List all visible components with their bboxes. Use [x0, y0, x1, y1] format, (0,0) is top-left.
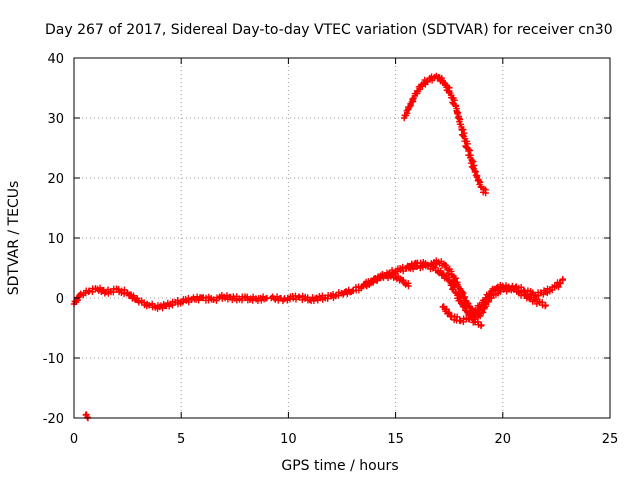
x-tick-label: 25 [602, 432, 619, 447]
series-track-a [70, 284, 271, 312]
series-trace [221, 292, 237, 304]
series-track-e [439, 281, 549, 326]
series-trace [448, 271, 464, 292]
series-trace [532, 287, 548, 299]
series-trace [350, 283, 365, 295]
x-tick-label: 10 [280, 432, 297, 447]
series-outlier [82, 411, 92, 422]
chart-title: Day 267 of 2017, Sidereal Day-to-day VTE… [45, 22, 613, 38]
series-trace [269, 293, 287, 305]
data-point [559, 276, 567, 284]
x-tick-label: 0 [70, 432, 78, 447]
x-tick-label: 20 [495, 432, 512, 447]
data-point [405, 282, 412, 290]
axis-ticks: 0 5 10 15 20 25 -20 -10 0 10 20 30 40 [43, 52, 619, 447]
series-trace [83, 411, 91, 421]
series-trace [500, 282, 515, 294]
data-point [542, 302, 549, 309]
y-tick-label: 0 [56, 292, 64, 307]
x-tick-label: 15 [387, 432, 404, 447]
data-point [478, 321, 485, 329]
series-track-c [360, 270, 412, 290]
series-trace [440, 303, 454, 321]
series-trace [382, 270, 397, 282]
y-tick-label: 10 [47, 232, 64, 247]
data-point [482, 189, 489, 197]
series-trace [340, 286, 355, 298]
series-trace [371, 271, 387, 284]
series-trace [445, 88, 460, 109]
series-trace [125, 291, 141, 304]
series-track-f [400, 72, 489, 197]
y-tick-label: -10 [43, 352, 64, 367]
series-trace [472, 168, 485, 191]
x-axis-label: GPS time / hours [281, 458, 398, 474]
y-tick-label: 40 [47, 52, 64, 67]
y-axis-label: SDTVAR / TECUs [6, 181, 22, 296]
series-trace [135, 297, 151, 310]
y-tick-label: 30 [47, 112, 64, 127]
series-trace [157, 299, 173, 312]
y-tick-label: -20 [43, 412, 64, 427]
y-tick-label: 20 [47, 172, 64, 187]
series-trace [428, 73, 438, 84]
series-trace [414, 81, 426, 95]
grid-lines [74, 58, 610, 418]
data-points [70, 72, 567, 422]
series-trace [281, 292, 302, 304]
series-trace [95, 284, 109, 297]
x-tick-label: 5 [177, 432, 185, 447]
